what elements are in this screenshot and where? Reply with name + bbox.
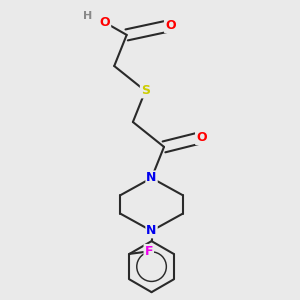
Text: N: N	[146, 224, 157, 237]
Text: O: O	[196, 131, 207, 144]
Text: O: O	[165, 19, 175, 32]
Text: F: F	[145, 245, 153, 258]
Text: S: S	[141, 84, 150, 98]
Text: O: O	[100, 16, 110, 29]
Text: N: N	[146, 172, 157, 184]
Text: H: H	[83, 11, 92, 21]
